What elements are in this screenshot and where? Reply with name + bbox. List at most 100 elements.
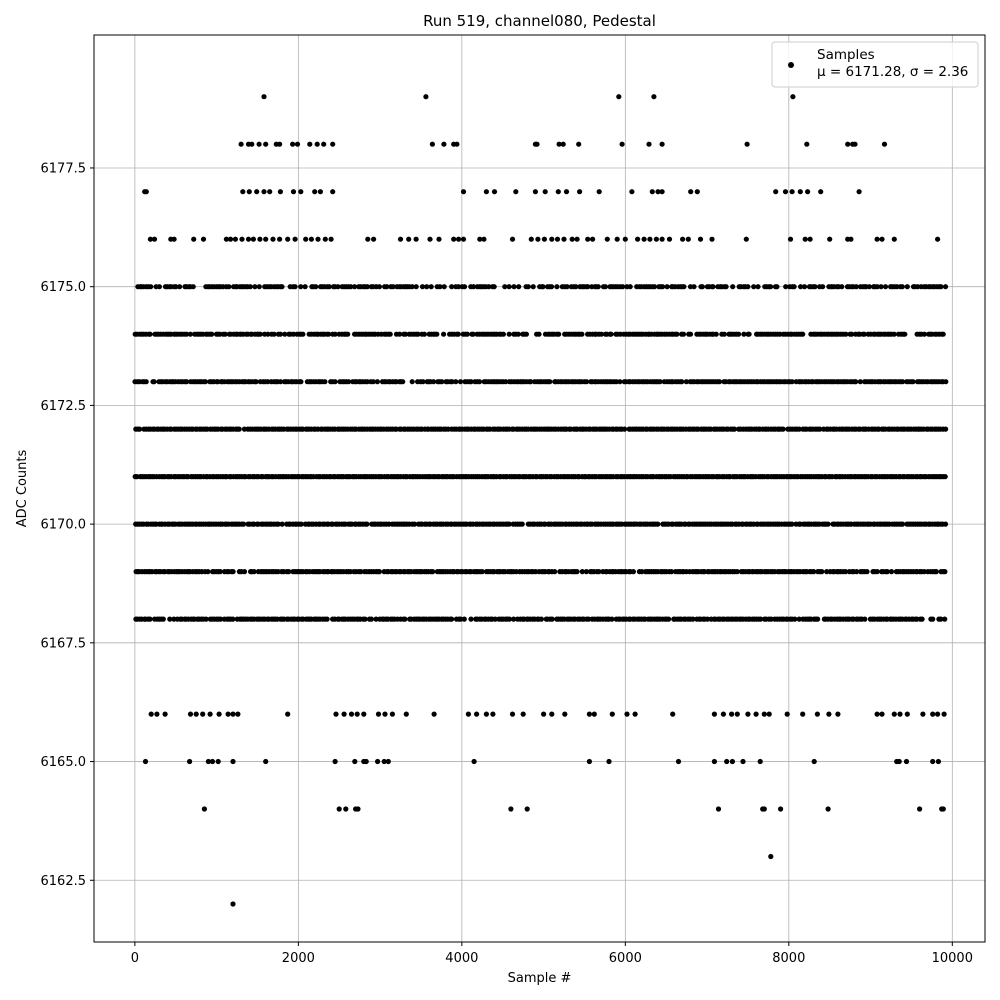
data-point xyxy=(453,379,459,385)
data-point xyxy=(852,141,858,147)
data-point xyxy=(460,189,467,195)
data-point xyxy=(449,616,455,622)
data-point xyxy=(277,236,283,242)
data-point xyxy=(542,189,548,195)
data-point xyxy=(613,379,619,385)
data-point xyxy=(690,616,696,622)
data-point xyxy=(506,521,512,527)
plot-frame xyxy=(93,34,986,943)
data-point xyxy=(236,426,242,432)
data-point xyxy=(549,616,555,622)
data-point xyxy=(681,284,687,290)
data-point xyxy=(819,569,825,575)
data-point xyxy=(525,284,531,290)
data-point xyxy=(167,616,173,622)
data-point xyxy=(205,569,211,575)
chart-title: Run 519, channel080, Pedestal xyxy=(423,12,656,30)
data-point xyxy=(397,236,404,242)
data-point xyxy=(761,806,767,812)
data-point xyxy=(624,711,630,717)
data-point xyxy=(814,711,821,717)
data-point xyxy=(825,521,831,527)
data-point xyxy=(583,569,590,575)
x-tick-label: 10000 xyxy=(932,951,973,966)
data-point xyxy=(653,236,660,242)
data-point xyxy=(815,616,821,622)
data-point xyxy=(508,806,514,812)
data-point xyxy=(441,141,447,147)
data-point xyxy=(201,806,207,812)
data-point xyxy=(458,616,464,622)
data-point xyxy=(263,141,269,147)
data-point xyxy=(230,569,236,575)
data-point xyxy=(773,189,779,195)
data-point xyxy=(137,426,143,432)
data-point xyxy=(766,711,772,717)
data-point xyxy=(687,331,694,337)
data-point xyxy=(154,711,160,717)
data-point xyxy=(202,379,208,385)
data-point xyxy=(635,236,641,242)
x-axis-label: Sample # xyxy=(508,971,572,986)
data-point xyxy=(358,569,364,575)
data-point xyxy=(265,331,271,337)
data-point xyxy=(148,284,154,290)
data-point xyxy=(758,616,764,622)
data-point xyxy=(336,806,342,812)
data-point xyxy=(755,284,761,290)
data-point xyxy=(585,236,591,242)
data-point xyxy=(263,758,269,765)
data-point xyxy=(655,189,661,195)
data-point xyxy=(560,141,566,147)
data-point xyxy=(807,236,813,242)
data-point xyxy=(207,711,213,717)
data-point xyxy=(256,141,262,147)
data-point xyxy=(649,189,655,195)
data-point xyxy=(290,189,297,195)
data-point xyxy=(230,616,236,622)
data-point xyxy=(562,711,568,717)
data-point xyxy=(322,236,328,242)
data-point xyxy=(564,284,570,290)
data-point xyxy=(734,569,740,575)
data-point xyxy=(789,189,795,195)
data-point xyxy=(904,284,910,290)
data-point xyxy=(606,758,612,765)
data-point xyxy=(744,141,750,147)
data-point xyxy=(249,141,255,147)
data-point xyxy=(516,284,522,290)
data-point xyxy=(245,236,252,242)
data-point xyxy=(668,569,675,575)
data-point xyxy=(574,236,580,242)
data-point xyxy=(740,758,746,765)
x-tick-label: 0 xyxy=(131,951,139,966)
data-point xyxy=(639,569,645,575)
data-point xyxy=(811,758,817,765)
data-point xyxy=(151,379,157,385)
data-point xyxy=(279,521,285,527)
data-point xyxy=(609,616,615,622)
data-point xyxy=(275,521,281,527)
data-point xyxy=(390,284,396,290)
data-point xyxy=(774,284,780,290)
data-point xyxy=(147,616,153,622)
y-tick-label: 6170.0 xyxy=(41,518,87,533)
data-point xyxy=(938,616,944,622)
data-point xyxy=(595,284,601,290)
data-point xyxy=(465,711,471,717)
data-point xyxy=(685,236,691,242)
data-point xyxy=(715,806,722,812)
data-point xyxy=(420,379,426,385)
data-point xyxy=(271,331,277,337)
data-point xyxy=(471,758,477,765)
data-point xyxy=(797,189,803,195)
data-point xyxy=(778,806,784,812)
data-point xyxy=(324,616,330,622)
data-point xyxy=(385,758,391,765)
data-point xyxy=(596,189,602,195)
data-point xyxy=(874,569,880,575)
data-point xyxy=(535,236,541,242)
data-point xyxy=(363,758,369,765)
data-point xyxy=(942,521,949,527)
data-point xyxy=(421,331,427,337)
